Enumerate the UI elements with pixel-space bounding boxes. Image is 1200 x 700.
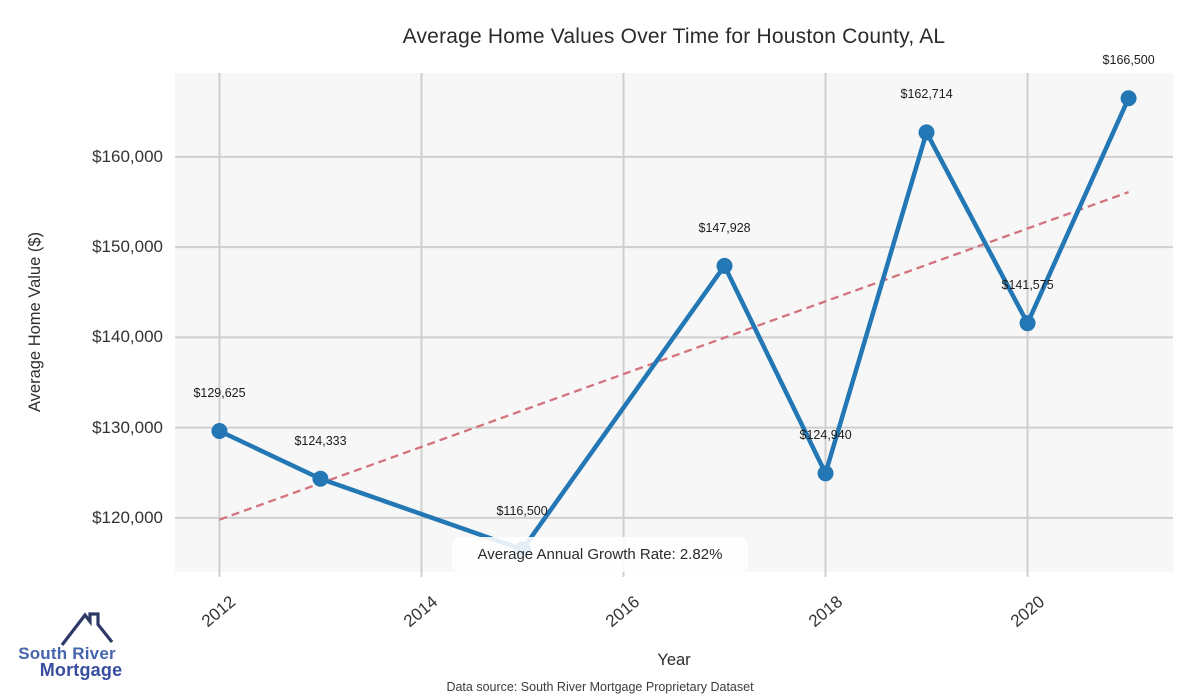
y-tick-label: $150,000 [92,237,163,257]
point-value-label: $124,940 [799,428,852,443]
data-point-marker [1120,90,1137,107]
point-value-label: $116,500 [496,504,548,519]
point-value-label: $124,333 [294,433,347,448]
data-source-footer: Data source: South River Mortgage Propri… [446,680,754,694]
y-tick-label: $120,000 [92,507,163,527]
logo-text-line2: Mortgage [39,660,123,680]
data-point-marker [817,465,834,482]
point-value-label: $166,500 [1102,53,1155,68]
logo-text-line1: South River [18,644,116,663]
point-value-label: $162,714 [900,87,953,102]
trend-line [219,191,1129,521]
y-tick-label: $160,000 [92,146,163,166]
y-tick-label: $130,000 [92,417,163,437]
point-value-label: $147,928 [698,220,751,235]
logo: South River Mortgage [15,608,145,693]
data-point-marker [312,470,329,487]
chart-title: Average Home Values Over Time for Housto… [402,25,946,48]
point-value-label: $141,575 [1001,278,1054,293]
series-line [217,96,1131,552]
y-tick-label: $140,000 [92,327,163,347]
data-point-marker [1019,315,1036,332]
data-point-marker [211,423,228,440]
growth-rate-annotation: Average Annual Growth Rate: 2.82% [452,537,748,572]
y-axis-title: Average Home Value ($) [26,231,44,413]
point-value-label: $129,625 [193,386,246,400]
data-point-marker [918,124,935,141]
data-point-marker [716,257,733,274]
house-roof-icon [60,612,114,646]
x-axis-title: Year [657,651,691,669]
